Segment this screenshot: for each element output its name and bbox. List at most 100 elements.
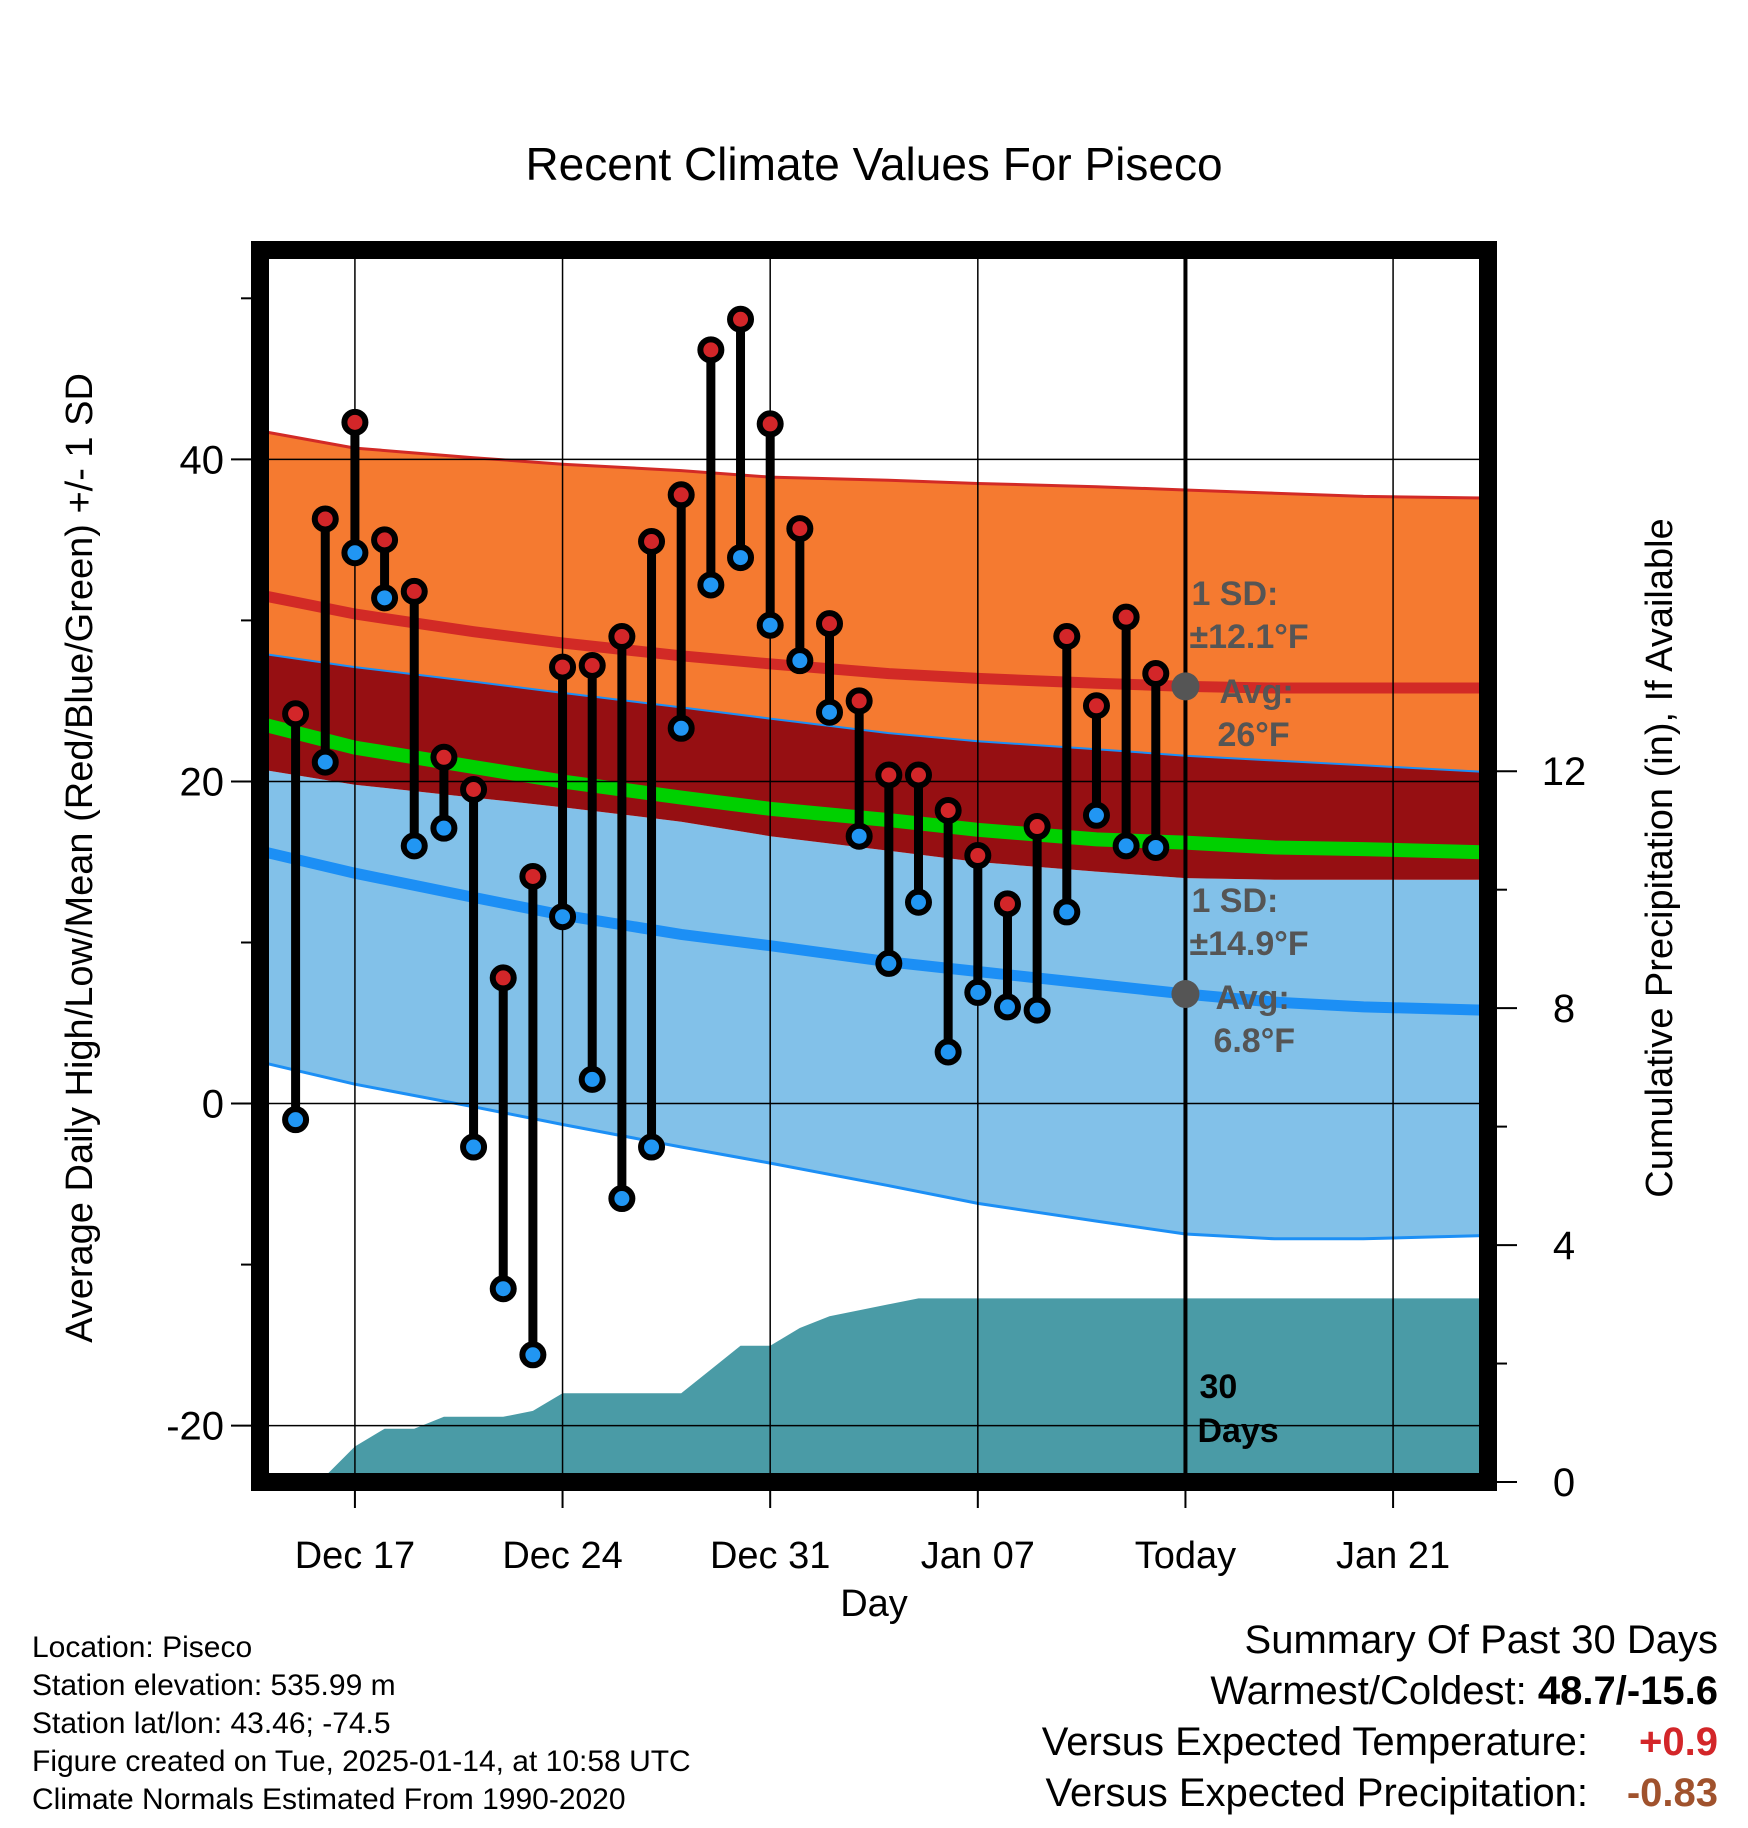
precip-area (265, 1298, 1483, 1482)
daily-high-point (400, 577, 428, 605)
summary-heading: Summary Of Past 30 Days (1244, 1618, 1718, 1662)
latlon-text: Station lat/lon: 43.46; -74.5 (32, 1707, 391, 1740)
daily-low-point (845, 822, 873, 850)
y-tick-label: 20 (180, 760, 225, 804)
daily-low-point (430, 814, 458, 842)
daily-high-point (667, 481, 695, 509)
daily-high-point (341, 408, 369, 436)
x-axis-label: Day (840, 1583, 908, 1625)
today-high-avg-marker (1171, 672, 1200, 701)
x-tick-label: Dec 17 (295, 1535, 415, 1577)
plot-frame (251, 241, 1497, 1491)
location-text: Location: Piseco (32, 1631, 253, 1664)
elevation-text: Station elevation: 535.99 m (32, 1669, 396, 1702)
daily-low-point (400, 832, 428, 860)
temp-value: +0.9 (1639, 1720, 1718, 1764)
daily-low-point (786, 647, 814, 675)
daily-high-point (727, 305, 755, 333)
daily-low-point (1112, 832, 1140, 860)
period-label: Days (1197, 1412, 1278, 1450)
daily-low-point (608, 1185, 636, 1213)
temp-label: Versus Expected Temperature: (1041, 1720, 1588, 1764)
daily-low-point (1082, 801, 1110, 829)
y2-tick-label: 0 (1553, 1461, 1575, 1505)
x-tick-label: Dec 31 (710, 1535, 830, 1577)
high-normal-line (264, 590, 1483, 694)
daily-low-point (489, 1275, 517, 1303)
today-low-avg-marker (1171, 980, 1200, 1009)
plot-inner (260, 250, 1488, 1482)
daily-high-point (1053, 623, 1081, 651)
summary-panel: Summary Of Past 30 Days Warmest/Coldest:… (1042, 1615, 1718, 1819)
x-tick-label: Jan 21 (1336, 1535, 1450, 1577)
daily-high-point (578, 651, 606, 679)
low-sd-label: 1 SD: (1191, 882, 1278, 920)
y-tick-label: 0 (202, 1083, 224, 1127)
daily-high-point (1082, 692, 1110, 720)
daily-high-point (875, 761, 903, 789)
summary-warmest: Warmest/Coldest: 48.7/-15.6 (1042, 1666, 1718, 1717)
high-avg-value: 26°F (1217, 716, 1289, 754)
x-tick-label: Dec 24 (502, 1535, 622, 1577)
daily-high-point (282, 700, 310, 728)
daily-low-point (904, 888, 932, 916)
x-tick-label: Today (1135, 1535, 1236, 1577)
y2-axis-label: Cumulative Precipitation (in), If Availa… (1639, 518, 1681, 1197)
daily-high-point (845, 687, 873, 715)
daily-low-point (727, 544, 755, 572)
precip-label: Versus Expected Precipitation: (1045, 1771, 1588, 1815)
daily-high-point (904, 761, 932, 789)
daily-low-point (1142, 833, 1170, 861)
daily-high-point (430, 743, 458, 771)
daily-high-point (786, 515, 814, 543)
high-avg-label: Avg: (1219, 673, 1293, 711)
daily-low-point (667, 714, 695, 742)
plot-area: 1 SD: ±12.1°F Avg: 26°F 1 SD: ±14.9°F Avg: 6.8°… (166, 241, 1587, 1577)
daily-low-point (282, 1106, 310, 1134)
daily-high-point (519, 862, 547, 890)
daily-high-point (460, 776, 488, 804)
daily-low-point (1023, 996, 1051, 1024)
daily-high-point (993, 890, 1021, 918)
daily-high-point (816, 610, 844, 638)
daily-low-point (460, 1133, 488, 1161)
daily-high-point (1112, 603, 1140, 631)
daily-low-point (578, 1065, 606, 1093)
summary-precip: Versus Expected Precipitation: -0.83 (1042, 1768, 1718, 1819)
low-sd-value: ±14.9°F (1189, 925, 1308, 963)
high-sd-label: 1 SD: (1191, 575, 1278, 613)
y-tick-label: -20 (166, 1405, 224, 1449)
created-text: Figure created on Tue, 2025-01-14, at 10… (32, 1745, 691, 1778)
daily-low-point (964, 978, 992, 1006)
overlap-sd-band (265, 654, 1483, 880)
summary-temp: Versus Expected Temperature: +0.9 (1042, 1717, 1718, 1768)
daily-low-point (756, 611, 784, 639)
y-tick-label: 40 (180, 438, 225, 482)
daily-low-point (816, 698, 844, 726)
daily-high-point (697, 336, 725, 364)
period-number: 30 (1199, 1368, 1237, 1406)
daily-high-point (1142, 660, 1170, 688)
daily-high-point (311, 505, 339, 533)
daily-low-point (993, 993, 1021, 1021)
daily-low-point (934, 1038, 962, 1066)
daily-low-point (519, 1341, 547, 1369)
chart-title: Recent Climate Values For Piseco (525, 138, 1222, 190)
daily-high-point (638, 527, 666, 555)
daily-high-point (1023, 813, 1051, 841)
daily-high-point (549, 653, 577, 681)
warmest-value: 48.7/-15.6 (1537, 1669, 1718, 1713)
y2-tick-label: 12 (1542, 750, 1587, 794)
daily-high-point (371, 526, 399, 554)
y2-tick-label: 4 (1553, 1224, 1575, 1268)
daily-low-point (697, 571, 725, 599)
y2-tick-label: 8 (1553, 987, 1575, 1031)
daily-high-point (964, 842, 992, 870)
x-tick-label: Jan 07 (921, 1535, 1035, 1577)
low-avg-label: Avg: (1215, 979, 1289, 1017)
daily-high-point (608, 623, 636, 651)
high-sd-upper-line (265, 430, 1483, 500)
daily-low-point (371, 584, 399, 612)
daily-high-point (934, 796, 962, 824)
warmest-label: Warmest/Coldest: (1210, 1669, 1527, 1713)
